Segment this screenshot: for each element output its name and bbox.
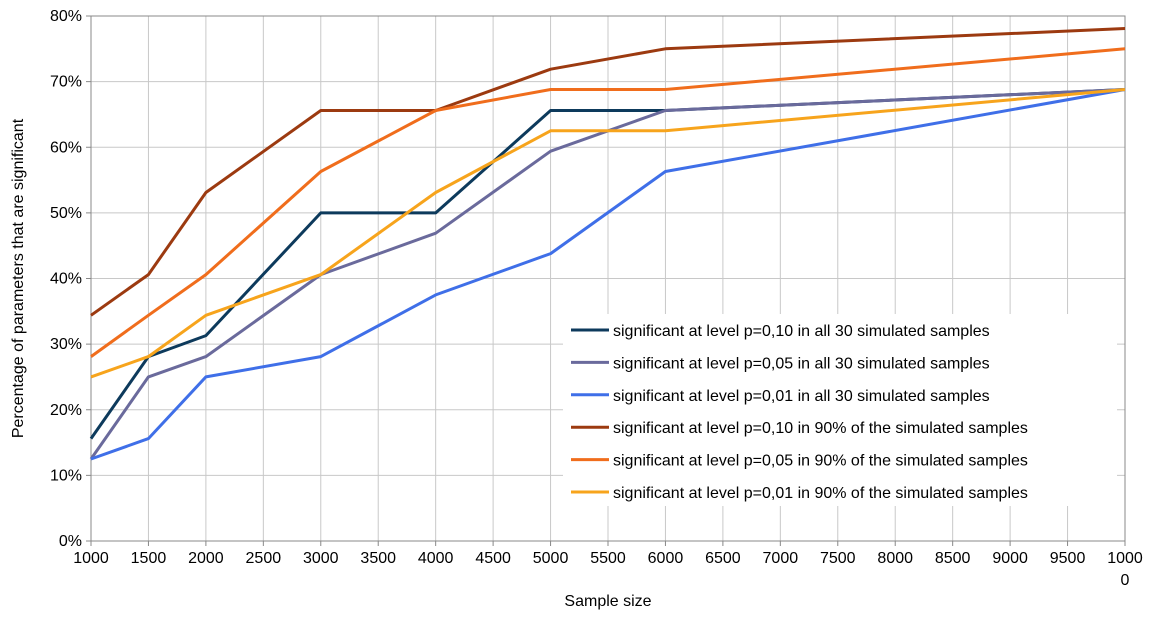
series-line-1: [89, 88, 1126, 440]
x-tick-label: 8000: [877, 550, 913, 567]
y-tick-label: 80%: [50, 8, 82, 25]
x-tick-label: 1000: [73, 550, 109, 567]
legend-label-2: significant at level p=0,05 in all 30 si…: [613, 355, 990, 372]
x-tick-label: 6500: [705, 550, 741, 567]
legend-label-6: significant at level p=0,01 in 90% of th…: [613, 485, 1028, 502]
series-line-4: [90, 27, 1126, 317]
x-tick-label: 7000: [763, 550, 799, 567]
y-axis-title: Percentage of parameters that are signif…: [10, 118, 27, 438]
x-tick-label: 9000: [992, 550, 1028, 567]
y-tick-label: 40%: [50, 271, 82, 288]
x-axis-title: Sample size: [564, 593, 651, 610]
y-tick-label: 70%: [50, 74, 82, 91]
x-axis-ticks: 1000 1500 2000 2500 3000 3500 4000 4500 5000 5500…: [73, 541, 1143, 589]
y-tick-label: 10%: [50, 467, 82, 484]
x-tick-label: 5500: [590, 550, 626, 567]
y-tick-label: 60%: [50, 139, 82, 156]
x-tick-label: 4500: [475, 550, 511, 567]
x-tick-label: 1000: [1107, 550, 1143, 567]
legend-label-3: significant at level p=0,01 in all 30 si…: [613, 388, 990, 405]
x-tick-label: 3500: [360, 550, 396, 567]
y-tick-label: 30%: [50, 336, 82, 353]
x-tick-label: 3000: [303, 550, 339, 567]
legend-label-4: significant at level p=0,10 in 90% of th…: [613, 420, 1028, 437]
x-tick-label: 6000: [648, 550, 684, 567]
series-line-3: [90, 88, 1126, 461]
x-tick-label-continuation: 0: [1121, 572, 1130, 589]
series-lines: [89, 27, 1126, 461]
x-tick-label: 5000: [533, 550, 569, 567]
y-tick-label: 0%: [59, 533, 82, 550]
legend: significant at level p=0,10 in all 30 si…: [563, 314, 1117, 506]
legend-label-5: significant at level p=0,05 in 90% of th…: [613, 453, 1028, 470]
x-tick-label: 4000: [418, 550, 454, 567]
legend-box: [563, 314, 1117, 506]
series-line-2: [89, 88, 1126, 460]
legend-label-1: significant at level p=0,10 in all 30 si…: [613, 323, 990, 340]
x-tick-label: 8500: [935, 550, 971, 567]
x-tick-label: 2000: [188, 550, 224, 567]
x-tick-label: 1500: [131, 550, 167, 567]
y-tick-label: 50%: [50, 205, 82, 222]
series-line-6: [90, 88, 1126, 379]
y-axis-ticks: 0% 10% 20% 30% 40% 50% 60% 70% 80%: [50, 8, 91, 550]
x-tick-label: 2500: [246, 550, 282, 567]
x-tick-label: 9500: [1050, 550, 1086, 567]
x-tick-label: 7500: [820, 550, 856, 567]
y-tick-label: 20%: [50, 402, 82, 419]
series-line-5: [90, 47, 1126, 358]
